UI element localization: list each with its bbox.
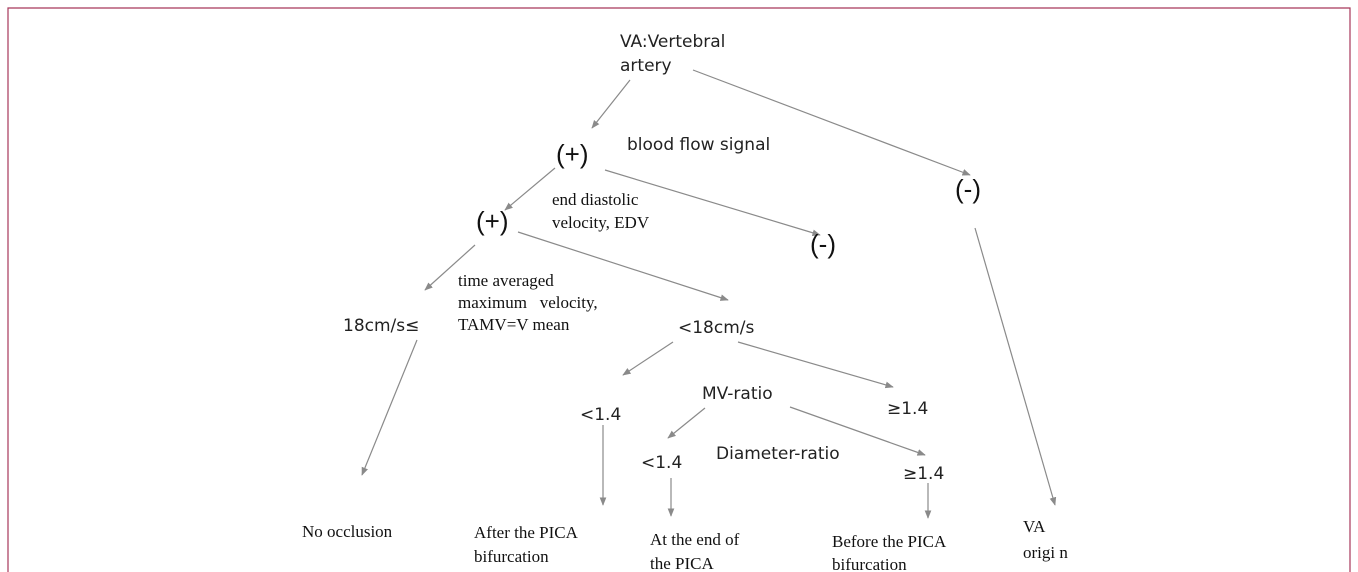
node-label: <1.4 xyxy=(641,453,682,473)
edge-label: velocity, EDV xyxy=(552,213,650,232)
node-label: (+) xyxy=(556,139,589,169)
edge-label: Diameter-ratio xyxy=(716,444,840,464)
arrow xyxy=(692,69,971,176)
edge-label: time averaged xyxy=(458,271,554,290)
node-label: <1.4 xyxy=(580,405,621,425)
arrow xyxy=(361,339,418,476)
node-label: ≥1.4 xyxy=(903,464,944,484)
outcome-label: At the end of xyxy=(650,530,740,549)
outcome-label: bifurcation xyxy=(832,555,907,572)
outcome-label: bifurcation xyxy=(474,547,549,566)
edge-label: TAMV=V mean xyxy=(458,315,570,334)
labels: VA:Vertebral artery (+) blood flow signa… xyxy=(302,32,1068,572)
node-label: 18cm/s≤ xyxy=(343,316,419,336)
arrow xyxy=(604,169,821,237)
arrow xyxy=(737,341,894,389)
edge-label: MV-ratio xyxy=(702,384,773,404)
arrow xyxy=(591,79,631,129)
arrows xyxy=(361,69,1057,519)
arrow xyxy=(424,244,476,291)
outcome-label: No occlusion xyxy=(302,522,393,541)
edge-label: blood flow signal xyxy=(627,135,770,155)
node-label: (-) xyxy=(810,229,836,259)
arrow xyxy=(789,406,926,456)
node-label: VA:Vertebral xyxy=(620,32,725,52)
outcome-label: VA xyxy=(1023,517,1046,536)
arrow xyxy=(517,231,729,301)
arrow xyxy=(622,341,674,376)
outcome-label: After the PICA xyxy=(474,523,579,542)
arrow xyxy=(667,407,706,439)
node-label: (-) xyxy=(955,174,981,204)
outcome-label: origi n xyxy=(1023,543,1068,562)
node-label: <18cm/s xyxy=(678,318,755,338)
node-label: ≥1.4 xyxy=(887,399,928,419)
node-label: (+) xyxy=(476,206,509,236)
frame xyxy=(7,7,1351,572)
outcome-label: Before the PICA xyxy=(832,532,947,551)
arrow xyxy=(504,167,556,211)
edge-label: end diastolic xyxy=(552,190,639,209)
edge-label: maximum velocity, xyxy=(458,293,598,312)
outcome-label: the PICA xyxy=(650,554,714,572)
node-label: artery xyxy=(620,56,672,76)
arrow xyxy=(974,227,1057,506)
